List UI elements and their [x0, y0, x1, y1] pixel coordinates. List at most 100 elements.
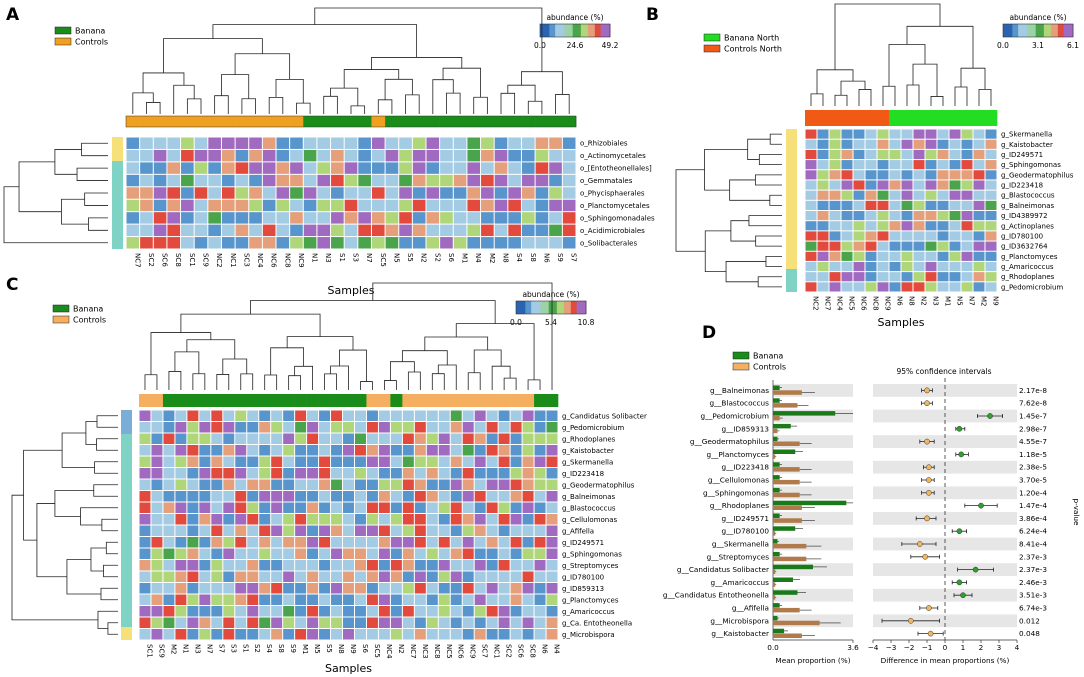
heatmap-cell — [371, 212, 385, 224]
heatmap-cell — [249, 187, 262, 199]
heatmap-cell — [877, 211, 889, 221]
heatmap-cell — [474, 571, 486, 582]
heatmap-cell — [187, 629, 199, 640]
heatmap-cell — [925, 221, 937, 231]
panel-a-scale-colorbar-step — [547, 24, 549, 37]
panel-d-category-label: g__Pedomicrobium — [701, 412, 770, 421]
panel-b-scale-colorbar-step — [1031, 24, 1033, 37]
heatmap-cell — [453, 224, 467, 237]
panel-d-diff-point — [972, 566, 979, 573]
heatmap-cell — [307, 548, 319, 559]
heatmap-cell — [462, 560, 474, 571]
heatmap-cell — [151, 468, 163, 479]
heatmap-cell — [140, 199, 153, 212]
heatmap-cell — [343, 479, 354, 490]
panel-b-col-dendrogram — [810, 3, 992, 106]
heatmap-cell — [139, 594, 151, 605]
heatmap-cell — [175, 571, 187, 582]
heatmap-cell — [295, 410, 307, 421]
panel-d-diff-tick: −3 — [886, 643, 897, 652]
heatmap-cell — [371, 187, 385, 199]
panel-d-banana-bar — [773, 577, 793, 582]
panel-c-scale-colorbar-step — [554, 301, 557, 314]
heatmap-cell — [510, 537, 522, 548]
heatmap-cell — [841, 149, 853, 160]
heatmap-cell — [865, 170, 877, 180]
heatmap-col-label: S2 — [433, 253, 441, 262]
heatmap-cell — [973, 200, 985, 210]
panel-c-scale-colorbar-step — [552, 301, 554, 314]
heatmap-cell — [187, 479, 199, 490]
heatmap-cell — [378, 502, 390, 513]
panel-a-scale-colorbar-step — [608, 24, 611, 37]
heatmap-cell — [194, 162, 208, 174]
panel-a-scale-colorbar-step — [572, 24, 575, 37]
heatmap-cell — [494, 174, 508, 187]
heatmap-cell — [817, 129, 829, 139]
panel-c-group-cell — [462, 394, 475, 407]
heatmap-cell — [319, 422, 331, 433]
panel-c-scale-tick: 5.4 — [545, 318, 557, 327]
heatmap-cell — [295, 433, 307, 444]
heatmap-cell — [271, 491, 283, 502]
panel-b-row-group-bottom — [786, 269, 797, 292]
heatmap-cell — [438, 468, 450, 479]
panel-d-controls-bar — [773, 543, 807, 549]
heatmap-cell — [295, 617, 307, 628]
heatmap-cell — [385, 162, 399, 174]
heatmap-cell — [187, 456, 199, 467]
heatmap-cell — [474, 514, 486, 525]
heatmap-cell — [235, 468, 247, 479]
heatmap-cell — [546, 571, 558, 582]
heatmap-col-label: S5 — [325, 644, 333, 653]
heatmap-cell — [187, 410, 199, 421]
heatmap-cell — [247, 525, 259, 536]
heatmap-cell — [985, 180, 997, 190]
heatmap-cell — [344, 199, 358, 212]
heatmap-cell — [865, 282, 877, 292]
heatmap-cell — [562, 162, 576, 174]
heatmap-cell — [889, 180, 901, 190]
panel-a-scale-colorbar-step — [583, 24, 585, 37]
heatmap-col-label: NC8 — [283, 253, 291, 268]
heatmap-cell — [426, 137, 440, 149]
heatmap-cell — [438, 548, 450, 559]
heatmap-cell — [399, 237, 412, 249]
heatmap-cell — [438, 491, 450, 502]
heatmap-cell — [961, 129, 973, 139]
heatmap-cell — [402, 514, 414, 525]
panel-a-scale-colorbar-step — [594, 24, 597, 37]
heatmap-cell — [522, 445, 534, 456]
heatmap-cell — [175, 548, 187, 559]
panel-a-scale-colorbar-step — [606, 24, 609, 37]
panel-a-scale-colorbar-step — [597, 24, 599, 37]
heatmap-col-label: NC4 — [256, 253, 264, 268]
heatmap-cell — [331, 560, 343, 571]
heatmap-cell — [175, 629, 187, 640]
heatmap-cell — [973, 180, 985, 190]
heatmap-cell — [901, 160, 913, 170]
heatmap-cell — [181, 149, 194, 162]
panel-a-scale-colorbar-step — [542, 24, 544, 37]
panel-d-diff-tick: −1 — [922, 643, 933, 652]
panel-a-col-dendrogram-link — [473, 96, 488, 114]
heatmap-cell — [467, 237, 481, 249]
panel-c-col-dendrogram — [144, 282, 553, 390]
panel-c-group-cell — [222, 394, 236, 407]
panel-c-col-dendrogram-link — [180, 313, 321, 337]
heatmap-cell — [366, 445, 378, 456]
heatmap-cell — [949, 251, 961, 261]
panel-b-row-dendrogram-link — [758, 154, 782, 166]
heatmap-col-label: N5 — [956, 296, 964, 306]
heatmap-cell — [877, 272, 889, 282]
heatmap-cell — [151, 479, 163, 490]
heatmap-cell — [462, 514, 474, 525]
panel-a-scale-colorbar-step — [559, 24, 562, 37]
heatmap-cell — [853, 200, 865, 210]
heatmap-cell — [853, 190, 865, 200]
heatmap-cell — [889, 190, 901, 200]
heatmap-cell — [331, 594, 343, 605]
heatmap-cell — [247, 537, 259, 548]
heatmap-cell — [390, 548, 402, 559]
heatmap-cell — [486, 606, 498, 617]
